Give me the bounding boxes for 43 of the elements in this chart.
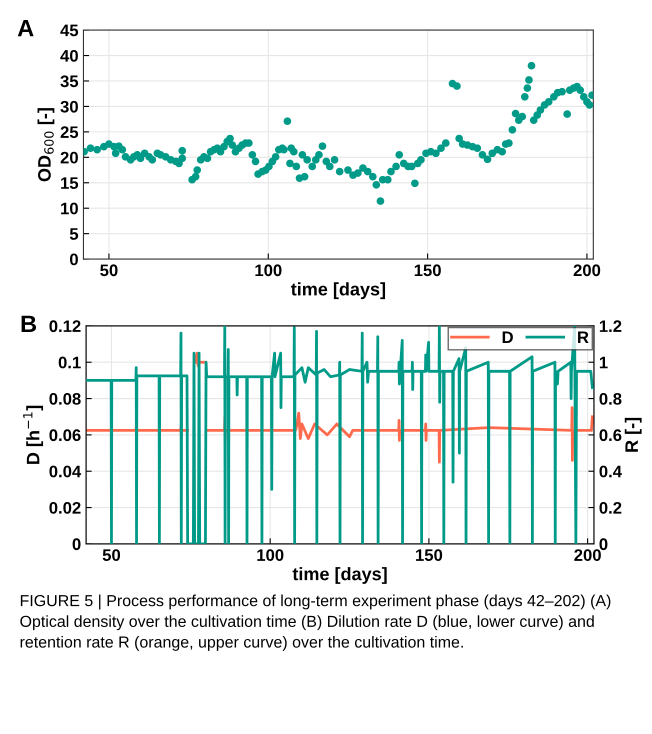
y2-tick-label: 1.2 — [600, 320, 622, 332]
y-tick-label: 20 — [60, 152, 78, 164]
y-tick-label: 35 — [60, 75, 78, 88]
x-tick-label: 100 — [255, 264, 282, 276]
x-tick-label: 50 — [102, 549, 120, 561]
legend-label: R — [578, 332, 589, 343]
y-tick-label: 0.12 — [49, 320, 81, 332]
x-tick-label: 200 — [574, 264, 600, 276]
x-axis-title: time [days] — [292, 567, 387, 584]
y2-tick-label: 0.4 — [599, 466, 622, 478]
y-tick-label: 0 — [70, 254, 78, 266]
y-tick-label: 15 — [61, 177, 78, 189]
caption: FIGURE 5 | Process performance of long-term experiment phase (days 42–202) (A) Optical density over the cultivation time (B) Dilution rate D (blue, lower curve) and retention rate R (orange, upper curve) over the cultivation time. — [20, 594, 610, 651]
x-tick-label: 150 — [414, 264, 441, 276]
y-tick-label: 45 — [60, 24, 78, 36]
y-tick-label: 0.06 — [49, 429, 81, 442]
y-tick-label: 0.04 — [49, 466, 82, 478]
y-axis-title: OD$_{600}$ [-] — [38, 108, 54, 182]
y-tick-label: 10 — [61, 202, 78, 214]
y-tick-label: 25 — [60, 126, 78, 138]
y-axis-title: D [h$^{−1}$] — [23, 406, 44, 464]
x-tick-label: 200 — [574, 549, 601, 561]
y-tick-label: 0.02 — [49, 502, 81, 514]
x-axis-title: time [days] — [290, 282, 386, 300]
y-tick-label: 5 — [70, 228, 78, 240]
legend-label: D — [502, 332, 513, 343]
y2-tick-label: 0.8 — [599, 392, 622, 405]
y-tick-label: 0.08 — [49, 392, 81, 405]
x-tick-label: 150 — [416, 549, 442, 561]
y2-tick-label: 0 — [599, 538, 608, 550]
y-tick-label: 0 — [72, 538, 81, 550]
text: B — [22, 316, 36, 332]
y-tick-label: 0.1 — [58, 356, 81, 368]
y-tick-label: 40 — [60, 50, 78, 62]
y-tick-label: 30 — [60, 100, 78, 113]
line-series — [86, 326, 594, 544]
x-tick-label: 50 — [100, 264, 118, 276]
y2-tick-label: 0.6 — [599, 429, 622, 442]
text: A — [18, 20, 34, 36]
y2-tick-label: 0.2 — [599, 502, 622, 514]
y2-tick-label: 1 — [600, 356, 608, 368]
x-tick-label: 100 — [257, 549, 284, 561]
y2-axis-title: R [-] — [624, 418, 642, 452]
